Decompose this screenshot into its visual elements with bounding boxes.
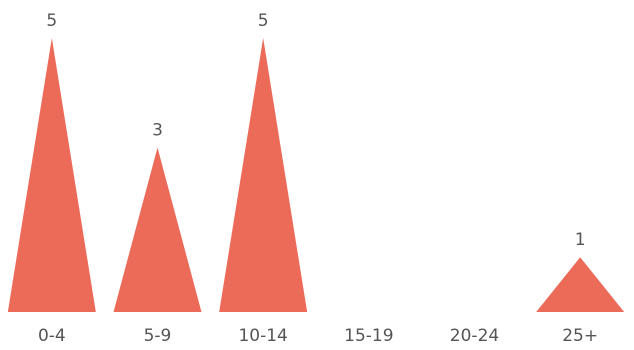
x-tick-label-15-19: 15-19 xyxy=(344,326,393,346)
bar-25+ xyxy=(536,257,625,312)
x-tick-label-25+: 25+ xyxy=(562,326,598,346)
x-tick-label-5-9: 5-9 xyxy=(144,326,172,346)
bar-10-14 xyxy=(219,38,308,312)
bar-5-9 xyxy=(113,147,202,312)
data-label-10-14: 5 xyxy=(258,11,269,31)
data-label-5-9: 3 xyxy=(152,121,163,141)
x-tick-label-20-24: 20-24 xyxy=(450,326,499,346)
data-label-0-4: 5 xyxy=(46,11,57,31)
chart-data-labels: 5 3 5 1 xyxy=(46,11,585,250)
chart-bars xyxy=(7,38,625,312)
x-tick-label-0-4: 0-4 xyxy=(38,326,66,346)
x-tick-label-10-14: 10-14 xyxy=(238,326,287,346)
x-axis-tick-labels: 0-4 5-9 10-14 15-19 20-24 25+ xyxy=(38,326,598,346)
data-label-25+: 1 xyxy=(575,230,586,250)
bar-0-4 xyxy=(7,38,96,312)
